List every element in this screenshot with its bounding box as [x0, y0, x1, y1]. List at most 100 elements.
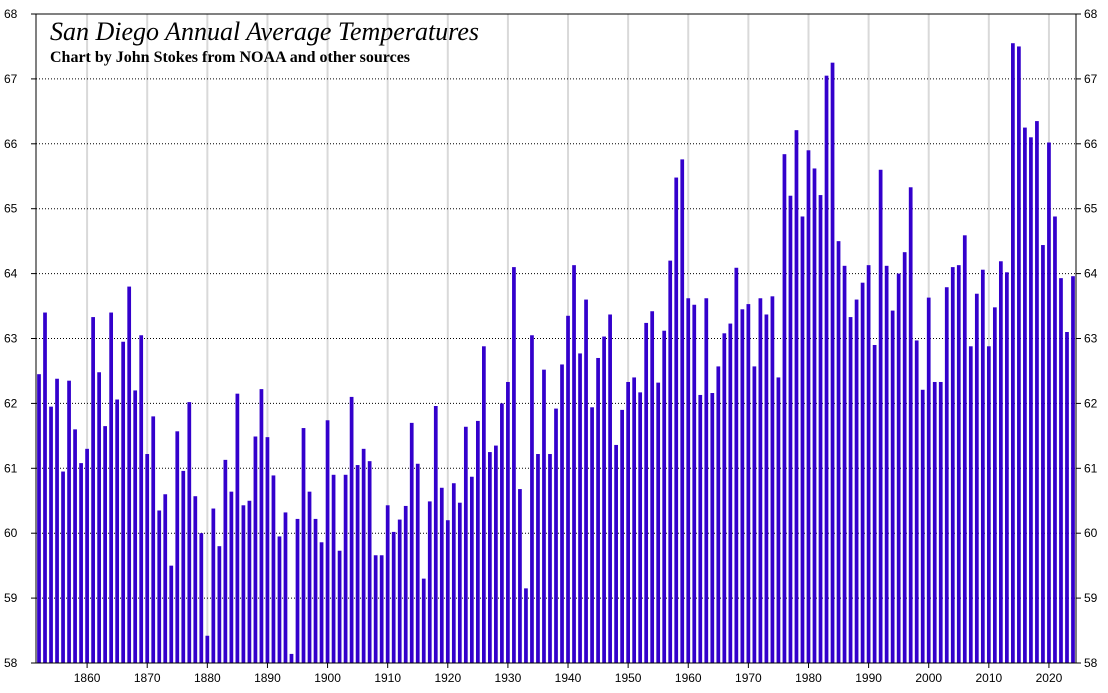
bar-1957: [668, 260, 673, 663]
bar-1882: [217, 546, 222, 663]
bars: [37, 43, 1075, 664]
chart-subtitle: Chart by John Stokes from NOAA and other…: [50, 49, 410, 66]
bar-1876: [181, 470, 186, 663]
x-tick-label: 1950: [615, 671, 642, 685]
bar-1973: [764, 314, 769, 663]
bar-2003: [944, 287, 949, 663]
bar-1990: [866, 265, 871, 663]
bar-1880: [205, 635, 210, 663]
y-tick-label-left: 61: [4, 461, 18, 475]
bar-1992: [878, 169, 883, 663]
bar-1995: [896, 273, 901, 663]
y-tick-label-left: 66: [4, 137, 18, 151]
bar-2000: [926, 297, 931, 663]
bar-1931: [512, 267, 516, 663]
y-tick-label-left: 62: [4, 396, 18, 410]
bar-1865: [115, 399, 120, 663]
bar-1985: [836, 241, 841, 663]
y-tick-label-left: 68: [4, 7, 18, 21]
y-tick-label-left: 65: [4, 202, 18, 216]
bar-1962: [698, 394, 703, 663]
x-tick-label: 1860: [74, 671, 101, 685]
bar-1907: [367, 461, 372, 663]
bar-1950: [626, 381, 631, 663]
y-tick-label-left: 67: [4, 72, 18, 86]
bar-1905: [355, 465, 360, 663]
bar-1856: [61, 471, 65, 663]
bar-2018: [1035, 121, 1039, 664]
tick-labels: 58 58 59 59 60 60 61 61 62 62 63 63 64 64 65 65 66 66 67 67…: [4, 7, 1098, 685]
bar-1933: [524, 588, 528, 663]
bar-1956: [662, 330, 667, 663]
bar-1936: [542, 369, 546, 663]
bar-1922: [457, 502, 462, 663]
bar-2016: [1023, 127, 1027, 663]
bar-1853: [43, 312, 47, 663]
bar-1940: [566, 315, 570, 663]
bar-2012: [998, 261, 1003, 663]
bar-1872: [157, 510, 162, 663]
bar-1976: [782, 154, 787, 663]
y-tick-label-left: 58: [4, 656, 18, 670]
bar-1864: [109, 312, 114, 663]
bar-1983: [824, 75, 829, 663]
bar-1852: [37, 374, 41, 663]
bar-1885: [235, 393, 240, 663]
bar-2001: [932, 381, 937, 663]
bar-2004: [950, 267, 955, 663]
bar-1875: [175, 431, 180, 663]
bar-1913: [403, 505, 408, 663]
bar-1878: [193, 496, 198, 663]
x-tick-label: 2010: [975, 671, 1002, 685]
bar-1910: [385, 505, 390, 663]
bar-1979: [800, 216, 805, 664]
bar-1959: [680, 159, 685, 663]
x-tick-label: 2020: [1036, 671, 1063, 685]
bar-1915: [415, 463, 420, 663]
bar-1860: [85, 448, 89, 663]
bar-1857: [67, 380, 71, 663]
bar-2011: [992, 307, 997, 663]
bar-1879: [199, 533, 204, 663]
bar-1966: [722, 333, 727, 663]
bar-1932: [518, 489, 522, 663]
x-tick-label: 1960: [675, 671, 702, 685]
bar-1887: [247, 500, 252, 663]
chart-title: San Diego Annual Average Temperatures: [50, 17, 479, 46]
bar-1867: [127, 286, 132, 663]
bar-2006: [962, 235, 967, 663]
bar-1901: [331, 474, 336, 663]
x-tick-label: 1990: [855, 671, 882, 685]
bar-1939: [560, 364, 564, 663]
bar-1862: [97, 372, 101, 663]
y-tick-label-right: 67: [1084, 72, 1098, 86]
bar-1970: [746, 304, 751, 663]
y-tick-label-right: 63: [1084, 332, 1098, 346]
bar-1988: [854, 299, 859, 663]
bar-1930: [506, 381, 510, 663]
x-tick-label: 1940: [555, 671, 582, 685]
y-tick-label-left: 64: [4, 267, 18, 281]
bar-1916: [421, 578, 426, 663]
bar-1996: [902, 252, 907, 663]
bar-1888: [253, 436, 258, 663]
bar-1877: [187, 402, 192, 663]
x-tick-label: 1870: [134, 671, 161, 685]
bar-1984: [830, 62, 835, 664]
bar-1869: [139, 335, 144, 663]
bar-1999: [920, 389, 925, 663]
x-tick-label: 1970: [735, 671, 762, 685]
bar-1954: [650, 311, 655, 663]
bar-1926: [482, 346, 486, 663]
bar-1982: [818, 195, 823, 663]
bar-1889: [259, 389, 264, 663]
bar-1969: [740, 309, 745, 663]
bar-1964: [710, 393, 715, 663]
bar-1895: [295, 518, 300, 663]
bar-2002: [938, 381, 943, 663]
bar-1903: [343, 474, 348, 663]
bar-1861: [91, 317, 95, 663]
bar-1991: [872, 344, 877, 663]
bar-1934: [530, 335, 534, 663]
bar-1884: [229, 491, 234, 663]
